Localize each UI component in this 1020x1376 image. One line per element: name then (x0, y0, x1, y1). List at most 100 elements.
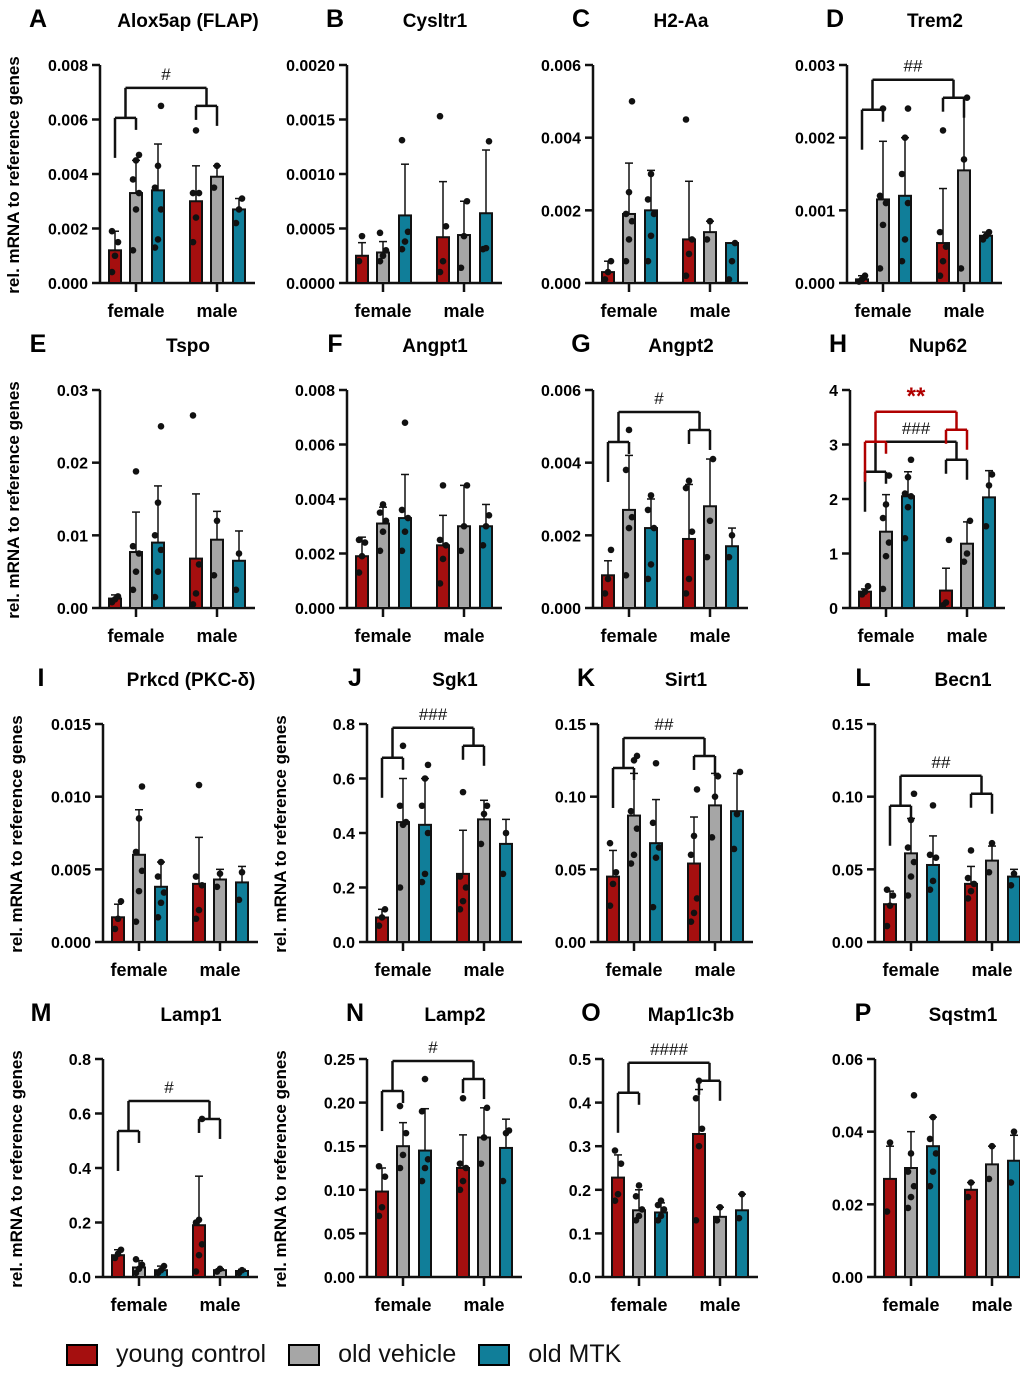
y-tick-label: 0.000 (541, 276, 581, 293)
data-point (647, 170, 655, 178)
data-point (882, 552, 890, 560)
data-point (625, 188, 633, 196)
data-point (725, 276, 733, 283)
data-point (132, 206, 140, 213)
data-point (630, 851, 638, 859)
y-tick-label: 0.003 (795, 58, 835, 75)
y-tick-label: 0.0000 (286, 276, 335, 293)
legend-item-old-mtk: old MTK (478, 1340, 621, 1369)
data-point (736, 768, 744, 776)
panel-p: P Sqstm1 0.00 0.02 0.04 0.06 female male (832, 999, 1020, 1315)
y-tick-label: 0.002 (541, 203, 581, 220)
y-tick-label: 0.006 (541, 58, 581, 75)
data-point (111, 252, 119, 260)
bar (499, 842, 513, 944)
data-point (907, 1193, 915, 1201)
panel-i: I Prkcd (PKC-δ) rel. mRNA to reference gen… (7, 664, 258, 980)
x-tick-label: female (854, 301, 911, 321)
y-tick-label: 0.0 (333, 935, 355, 952)
y-axis-label: rel. mRNA to reference genes (7, 1050, 26, 1287)
data-point (421, 1164, 429, 1172)
data-point (135, 550, 143, 557)
panel-title: Cysltr1 (403, 11, 468, 32)
y-tick-label: 0.00 (57, 601, 88, 618)
data-point (967, 847, 975, 854)
data-point (108, 268, 116, 276)
panel-title: Angpt2 (648, 336, 713, 357)
data-point (960, 156, 968, 163)
data-point (399, 742, 407, 750)
data-point (883, 1208, 891, 1215)
y-tick-label: 0.00 (324, 1270, 355, 1287)
y-tick-label: 0.4 (569, 1096, 591, 1113)
data-point (882, 199, 890, 207)
data-point (883, 922, 891, 930)
bar (883, 1177, 897, 1279)
data-point (108, 227, 116, 235)
x-tick-label: female (374, 960, 431, 980)
data-point (982, 522, 990, 530)
data-point (926, 851, 934, 859)
panel-title: Sqstm1 (929, 1005, 998, 1026)
data-point (460, 522, 468, 530)
data-point (457, 547, 465, 555)
data-point (213, 162, 221, 170)
data-point (379, 252, 387, 260)
x-tick-label: male (199, 1295, 240, 1315)
y-tick-label: 0.01 (57, 528, 88, 545)
data-point (375, 1162, 383, 1170)
data-point (135, 815, 143, 822)
data-point (633, 825, 641, 832)
data-point (657, 1212, 665, 1220)
data-point (904, 1168, 912, 1175)
data-point (456, 1160, 464, 1167)
data-point (151, 593, 159, 601)
y-tick-label: 0.004 (295, 492, 335, 509)
y-tick-label: 0.15 (324, 1139, 355, 1156)
data-point (879, 221, 887, 229)
data-point (404, 514, 412, 522)
data-point (436, 536, 444, 544)
x-tick-label: male (463, 960, 504, 980)
data-point (904, 473, 912, 481)
data-point (690, 909, 698, 917)
y-tick-label: 0.3 (569, 1139, 591, 1156)
x-tick-label: male (443, 626, 484, 646)
data-point (157, 206, 165, 213)
data-point (703, 553, 711, 561)
bar (708, 804, 722, 943)
data-point (647, 492, 655, 499)
data-point (402, 1129, 410, 1137)
data-point (964, 895, 972, 902)
data-point (111, 925, 119, 933)
legend-item-old-vehicle: old vehicle (288, 1340, 456, 1369)
x-tick-label: male (971, 1295, 1012, 1315)
panel-d: D Trem2 0.000 0.001 0.002 0.003 female male ## (795, 5, 1002, 321)
data-point (382, 247, 390, 254)
panel-title: H2-Aa (654, 11, 709, 32)
data-point (483, 802, 491, 810)
data-point (396, 1102, 404, 1110)
y-tick-label: 0.002 (795, 131, 835, 148)
significance-label: ## (655, 715, 674, 734)
bar (499, 1146, 513, 1278)
x-tick-label: male (689, 626, 730, 646)
data-point (235, 896, 243, 904)
data-point (682, 590, 690, 597)
y-tick-label: 0.4 (69, 1161, 91, 1178)
data-point (132, 848, 140, 856)
data-point (135, 887, 143, 895)
data-point (138, 783, 146, 790)
data-point (647, 561, 655, 568)
data-point (628, 98, 636, 105)
x-tick-label: female (354, 626, 411, 646)
panel-title: Alox5ap (FLAP) (117, 11, 258, 32)
panel-letter: E (30, 330, 47, 358)
significance-label: # (654, 389, 664, 408)
data-point (733, 810, 741, 818)
data-point (154, 162, 162, 170)
significance-label: # (428, 1038, 438, 1057)
data-point (238, 195, 246, 202)
data-point (735, 1214, 743, 1222)
data-point (883, 886, 891, 893)
